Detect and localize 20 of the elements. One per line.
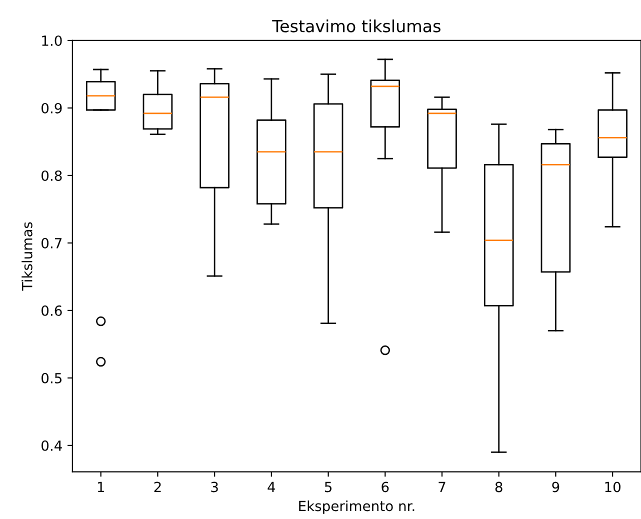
y-axis-title: Tikslumas: [22, 222, 32, 291]
x-tick-label: 3: [211, 482, 218, 492]
x-tick-label: 6: [382, 482, 389, 492]
y-tick-label: 0.9: [42, 102, 62, 114]
x-tick-label: 10: [605, 482, 620, 492]
x-tick-label: 8: [495, 482, 502, 492]
x-tick-label: 5: [324, 482, 332, 492]
y-tick-label: 0.8: [42, 170, 62, 181]
x-tick-label: 7: [438, 482, 446, 492]
x-axis-title: Eksperimento nr.: [299, 500, 414, 514]
x-tick-label: 2: [154, 482, 161, 492]
y-tick-label: 0.6: [42, 305, 62, 316]
y-tick-label: 0.7: [42, 238, 62, 248]
x-tick-label: 9: [552, 482, 560, 492]
y-tick-label: 0.4: [42, 440, 62, 451]
x-tick-label: 1: [98, 482, 104, 492]
y-tick-label: 1.0: [42, 35, 62, 46]
x-tick-label: 4: [268, 482, 276, 492]
chart-title: Testavimo tikslumas: [272, 19, 440, 32]
y-tick-label: 0.5: [42, 372, 62, 384]
